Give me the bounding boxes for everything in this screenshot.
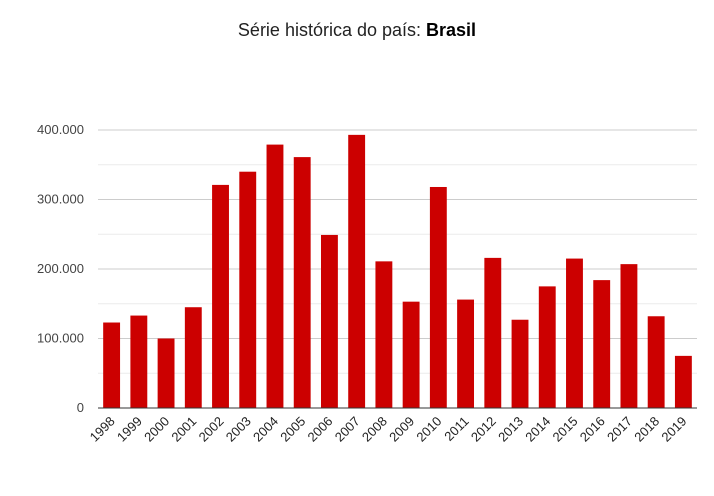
bar-2004 [266, 144, 284, 408]
x-tick-label: 2004 [250, 414, 281, 445]
x-tick-label: 2010 [413, 414, 444, 445]
chart-title: Série histórica do país: Brasil [0, 20, 714, 41]
bar-2017 [620, 264, 638, 408]
bar-2010 [429, 186, 447, 408]
x-tick-label: 2009 [386, 414, 417, 445]
bar-2003 [239, 171, 257, 408]
y-tick-label: 200.000 [37, 261, 84, 276]
x-tick-label: 2012 [468, 414, 499, 445]
x-tick-label: 1999 [114, 414, 145, 445]
bar-2014 [538, 286, 556, 408]
bar-layer [103, 134, 692, 409]
y-tick-label: 0 [77, 400, 84, 415]
y-tick-label: 100.000 [37, 331, 84, 346]
label-layer: 0100.000200.000300.000400.00019981999200… [37, 122, 690, 445]
x-tick-label: 2018 [631, 414, 662, 445]
x-tick-label: 2019 [658, 414, 689, 445]
bar-2005 [293, 157, 311, 408]
bar-2011 [457, 299, 475, 408]
bar-2000 [157, 338, 175, 408]
bar-2013 [511, 319, 529, 408]
bar-2016 [593, 280, 611, 408]
bar-2008 [375, 261, 393, 408]
bar-2015 [566, 258, 583, 408]
bar-2002 [212, 184, 229, 408]
x-tick-label: 2008 [359, 414, 390, 445]
bar-2006 [320, 234, 338, 408]
x-tick-label: 2013 [495, 414, 526, 445]
chart-title-country: Brasil [426, 20, 477, 40]
x-tick-label: 2011 [441, 414, 471, 444]
bar-2001 [184, 307, 202, 408]
x-tick-label: 2016 [577, 414, 608, 445]
x-tick-label: 2001 [168, 414, 199, 445]
y-tick-label: 400.000 [37, 122, 84, 137]
x-tick-label: 2014 [522, 414, 553, 445]
bar-2009 [402, 301, 420, 408]
bar-2012 [484, 257, 502, 408]
chart-title-prefix: Série histórica do país: [237, 20, 427, 40]
x-tick-label: 2007 [332, 414, 363, 445]
bar-2019 [674, 355, 692, 408]
y-tick-label: 300.000 [37, 192, 84, 207]
x-tick-label: 2015 [550, 414, 581, 445]
bar-2018 [647, 316, 665, 408]
x-tick-label: 2002 [196, 414, 227, 445]
x-tick-label: 2005 [277, 414, 308, 445]
x-tick-label: 2006 [304, 414, 335, 445]
bar-2007 [348, 134, 366, 409]
x-tick-label: 2017 [604, 414, 635, 445]
bar-1998 [103, 322, 121, 408]
bar-1999 [130, 315, 148, 408]
x-tick-label: 2000 [141, 414, 172, 445]
x-tick-label: 2003 [223, 414, 254, 445]
x-tick-label: 1998 [87, 414, 118, 445]
